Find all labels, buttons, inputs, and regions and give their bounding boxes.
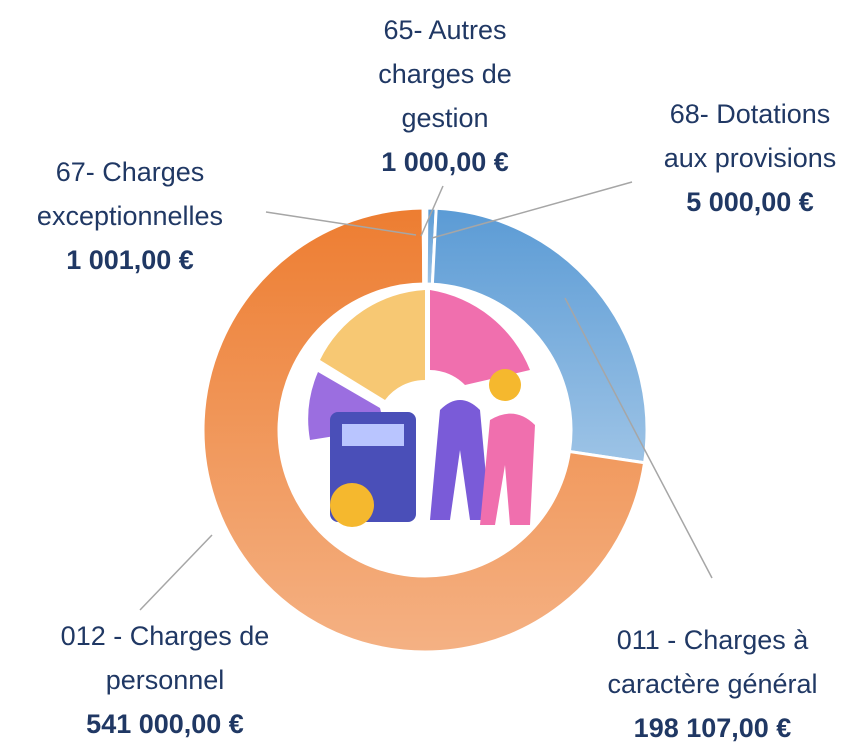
illustration	[283, 288, 567, 572]
value-label: 541 000,00 €	[86, 709, 244, 739]
leader-line	[431, 181, 633, 239]
illus-person	[430, 400, 490, 520]
category-label: 67- Charges exceptionnelles	[36, 157, 224, 231]
illus-coin	[330, 483, 374, 527]
illus-screen	[342, 424, 404, 446]
donut-slice	[421, 206, 427, 286]
leader-line	[564, 297, 713, 579]
category-label: 68- Dotations aux provisions	[663, 99, 837, 173]
data-label: 67- Charges exceptionnelles 1 001,00 €	[0, 150, 260, 282]
leader-line	[265, 211, 417, 236]
value-label: 1 001,00 €	[66, 245, 194, 275]
leader-line	[420, 185, 444, 237]
category-label: 011 - Charges à caractère général	[607, 625, 818, 699]
leader-lines	[139, 181, 713, 611]
data-label: 65- Autres charges de gestion 1 000,00 €	[355, 8, 535, 184]
illus-person	[480, 413, 535, 525]
illus-piece	[430, 290, 530, 385]
data-label: 012 - Charges de personnel 541 000,00 €	[25, 614, 305, 746]
slices	[201, 206, 649, 654]
category-label: 65- Autres charges de gestion	[378, 15, 512, 133]
data-label: 68- Dotations aux provisions 5 000,00 €	[645, 92, 855, 224]
data-label: 011 - Charges à caractère général 198 107…	[575, 618, 850, 748]
donut-slice	[201, 206, 647, 654]
value-label: 198 107,00 €	[633, 713, 792, 743]
category-label: 012 - Charges de personnel	[60, 621, 270, 695]
donut-slice	[430, 206, 649, 465]
leader-line	[139, 534, 213, 611]
value-label: 5 000,00 €	[686, 187, 814, 217]
illus-child	[489, 369, 521, 401]
value-label: 1 000,00 €	[381, 147, 509, 177]
illus-piece	[320, 290, 425, 400]
